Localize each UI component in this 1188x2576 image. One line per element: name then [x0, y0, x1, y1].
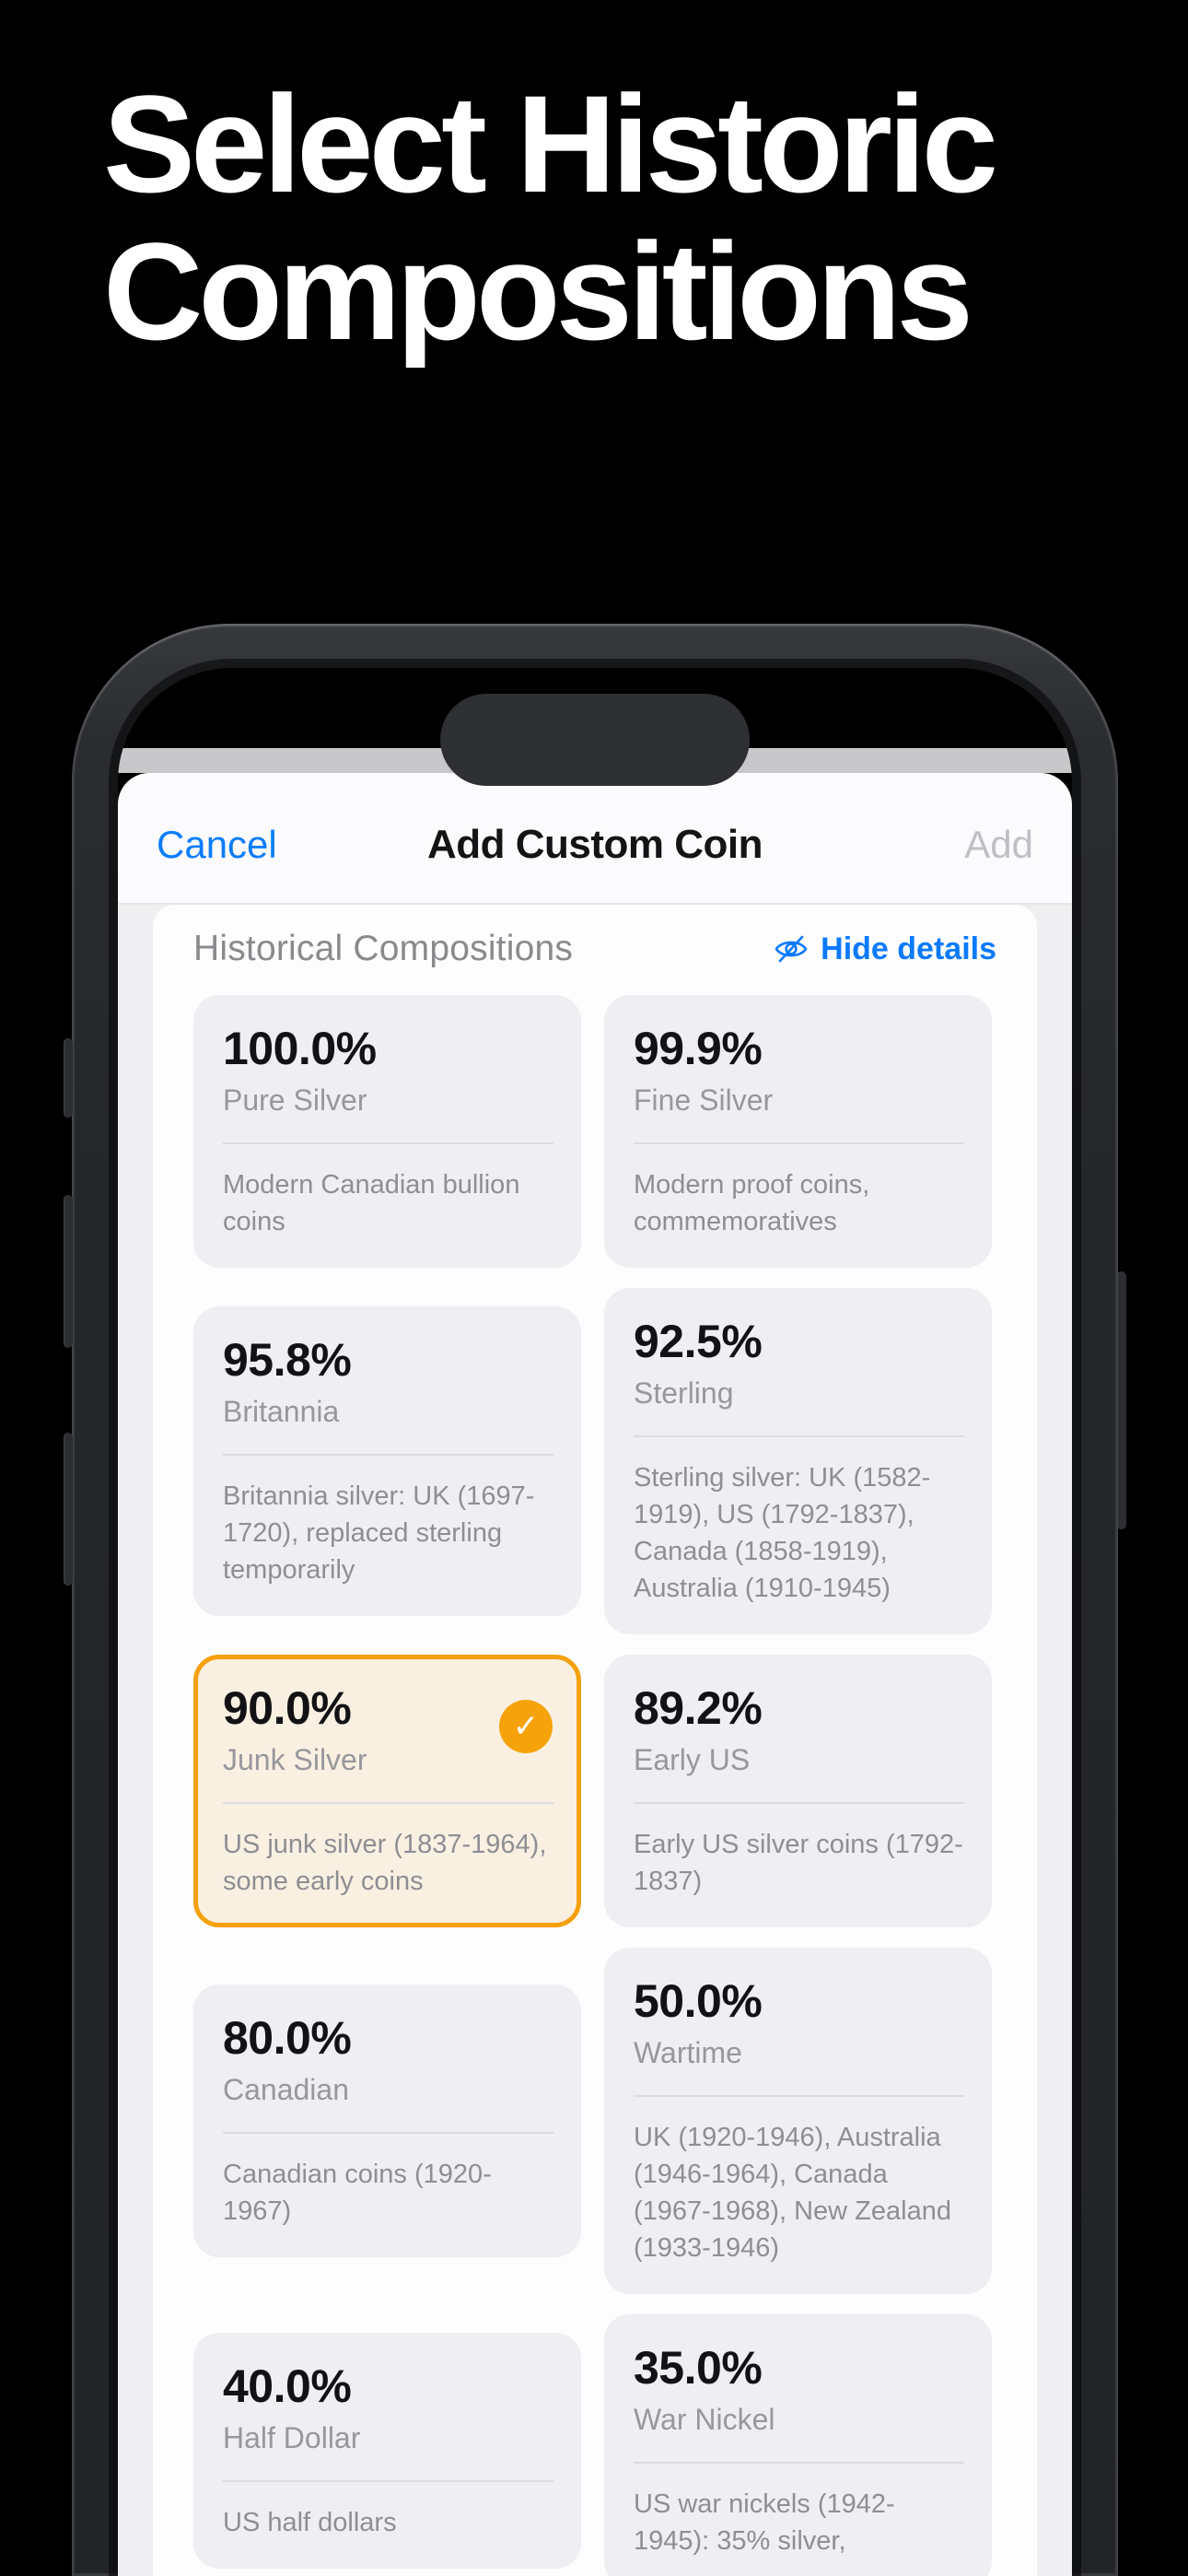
card-divider — [634, 2095, 964, 2097]
volume-up-button — [64, 1195, 73, 1348]
card-divider — [634, 2462, 964, 2464]
add-button[interactable]: Add — [964, 822, 1033, 866]
card-name: Early US — [634, 1743, 751, 1776]
card-percent: 99.9% — [634, 1023, 763, 1074]
card-name: Wartime — [634, 2036, 742, 2069]
composition-card-early-us[interactable]: 89.2% Early US Early US silver coins (17… — [604, 1655, 992, 1927]
page-title-line2: Compositions — [103, 214, 973, 369]
compositions-grid: 100.0% Pure Silver Modern Canadian bulli… — [193, 995, 996, 2576]
hide-details-button[interactable]: Hide details — [773, 931, 996, 967]
grid-row-2: 95.8% Britannia Britannia silver: UK (16… — [193, 1288, 996, 1634]
volume-down-button — [64, 1433, 73, 1586]
form-background: Historical Compositions Hide details — [118, 905, 1072, 2576]
card-divider — [634, 1802, 964, 1804]
sheet-title: Add Custom Coin — [426, 821, 763, 867]
navigation-bar: Cancel Add Custom Coin Add — [118, 773, 1072, 905]
card-divider — [223, 2480, 553, 2482]
card-description: UK (1920-1946), Australia (1946-1964), C… — [634, 2123, 951, 2263]
card-percent: 35.0% — [634, 2342, 763, 2394]
card-description: US half dollars — [223, 2508, 397, 2537]
grid-row-5: 40.0% Half Dollar US half dollars 35.0% … — [193, 2314, 996, 2576]
composition-card-fine-silver[interactable]: 99.9% Fine Silver Modern proof coins, co… — [604, 995, 992, 1268]
card-divider — [634, 1435, 964, 1437]
card-divider — [223, 1454, 553, 1456]
card-divider — [223, 1142, 553, 1144]
cancel-button[interactable]: Cancel — [157, 822, 277, 866]
composition-card-war-nickel[interactable]: 35.0% War Nickel US war nickels (1942-19… — [604, 2314, 992, 2576]
composition-card-pure-silver[interactable]: 100.0% Pure Silver Modern Canadian bulli… — [193, 995, 581, 1268]
checkmark-icon: ✓ — [499, 1700, 553, 1753]
card-name: Junk Silver — [223, 1743, 367, 1776]
page-title-line1: Select Historic — [103, 66, 998, 221]
historical-compositions-section: Historical Compositions Hide details — [153, 905, 1037, 2576]
card-percent: 89.2% — [634, 1682, 763, 1734]
composition-card-sterling[interactable]: 92.5% Sterling Sterling silver: UK (1582… — [604, 1288, 992, 1634]
grid-row-4: 80.0% Canadian Canadian coins (1920-1967… — [193, 1948, 996, 2294]
card-percent: 40.0% — [223, 2360, 352, 2412]
add-custom-coin-sheet: Cancel Add Custom Coin Add Historical Co… — [118, 773, 1072, 2576]
card-percent: 90.0% — [223, 1682, 352, 1734]
card-description: Modern Canadian bullion coins — [223, 1170, 520, 1236]
card-description: US junk silver (1837-1964), some early c… — [223, 1830, 547, 1896]
composition-card-canadian[interactable]: 80.0% Canadian Canadian coins (1920-1967… — [193, 1985, 581, 2257]
card-name: Pure Silver — [223, 1083, 367, 1117]
card-name: Fine Silver — [634, 1083, 774, 1117]
eye-slash-icon — [775, 935, 808, 963]
composition-card-britannia[interactable]: 95.8% Britannia Britannia silver: UK (16… — [193, 1306, 581, 1616]
card-description: Britannia silver: UK (1697-1720), replac… — [223, 1481, 535, 1585]
composition-card-junk-silver-selected[interactable]: ✓ 90.0% Junk Silver US junk silver (1837… — [193, 1655, 581, 1927]
card-percent: 50.0% — [634, 1975, 763, 2027]
card-percent: 92.5% — [634, 1316, 763, 1367]
hide-details-label: Hide details — [821, 931, 996, 966]
action-button — [64, 1038, 73, 1118]
card-percent: 100.0% — [223, 1023, 377, 1074]
section-header-row: Historical Compositions Hide details — [193, 927, 996, 971]
phone-screen: Cancel Add Custom Coin Add Historical Co… — [118, 668, 1072, 2576]
grid-row-3: ✓ 90.0% Junk Silver US junk silver (1837… — [193, 1655, 996, 1927]
dynamic-island — [440, 694, 750, 786]
card-name: Britannia — [223, 1395, 340, 1428]
grid-row-1: 100.0% Pure Silver Modern Canadian bulli… — [193, 995, 996, 1268]
card-percent: 95.8% — [223, 1334, 352, 1386]
card-description: Early US silver coins (1792-1837) — [634, 1830, 963, 1896]
card-name: Half Dollar — [223, 2421, 361, 2454]
iphone-mockup: Cancel Add Custom Coin Add Historical Co… — [64, 624, 1126, 2576]
card-description: Canadian coins (1920-1967) — [223, 2160, 492, 2226]
card-name: Canadian — [223, 2073, 349, 2106]
power-button — [1117, 1271, 1126, 1529]
composition-card-wartime[interactable]: 50.0% Wartime UK (1920-1946), Australia … — [604, 1948, 992, 2294]
card-divider — [223, 1802, 553, 1804]
card-description: Sterling silver: UK (1582-1919), US (179… — [634, 1463, 931, 1603]
card-name: War Nickel — [634, 2403, 775, 2436]
card-percent: 80.0% — [223, 2012, 352, 2064]
composition-card-half-dollar[interactable]: 40.0% Half Dollar US half dollars — [193, 2333, 581, 2569]
card-divider — [634, 1142, 964, 1144]
page-title: Select Historic Compositions — [103, 66, 998, 369]
card-description: US war nickels (1942-1945): 35% silver, — [634, 2489, 895, 2556]
card-description: Modern proof coins, commemoratives — [634, 1170, 870, 1236]
section-title: Historical Compositions — [193, 929, 574, 968]
card-name: Sterling — [634, 1376, 734, 1410]
card-divider — [223, 2132, 553, 2134]
